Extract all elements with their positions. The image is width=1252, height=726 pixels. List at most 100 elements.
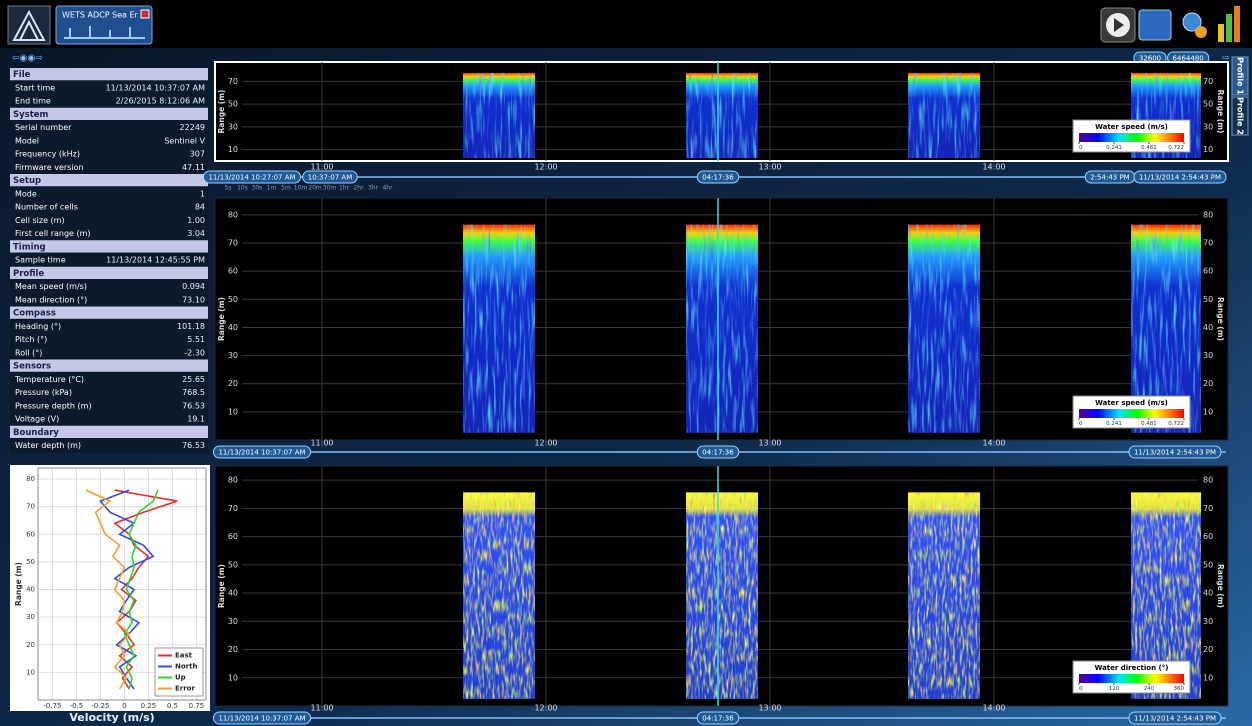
- y-tick-label: 30: [26, 613, 35, 621]
- y-axis-label: Range (m): [217, 564, 226, 608]
- pill-label: 11/13/2014 2:54:43 PM: [1134, 715, 1216, 723]
- tab-close[interactable]: [141, 10, 149, 18]
- y-tick-label-right: 50: [1203, 295, 1213, 304]
- colorbar-tick-label: 0.241: [1106, 421, 1122, 427]
- legend-label: Up: [175, 674, 186, 682]
- pill-label: 04:17:36: [702, 449, 734, 457]
- field-label: Start time: [15, 83, 55, 92]
- time-pill[interactable]: 11/13/2014 10:27:07 AM: [203, 171, 300, 183]
- time-pill[interactable]: 10:37:07 AM: [303, 171, 358, 183]
- field-label: Frequency (kHz): [15, 150, 80, 159]
- time-pill[interactable]: 11/13/2014 2:54:43 PM: [1134, 171, 1226, 183]
- app-window: WETS ADCP Sea Er ⇦◉◉⇨ Profile 1 Profile 2…: [0, 0, 1252, 726]
- zoom-level[interactable]: 1hr: [339, 185, 350, 192]
- time-pill[interactable]: 04:17:36: [697, 712, 738, 724]
- field-value: 2/26/2015 8:12:06 AM: [116, 97, 205, 106]
- nav-arrows[interactable]: ⇦◉◉⇨: [12, 54, 43, 64]
- y-tick-label: 60: [228, 267, 238, 276]
- zoom-level[interactable]: 5s: [225, 185, 232, 192]
- zoom-level[interactable]: 30m: [323, 185, 337, 192]
- legend-label: North: [175, 663, 197, 671]
- stats-bar: [1234, 6, 1240, 42]
- y-tick-label: 60: [228, 532, 238, 541]
- field-value: 3.04: [187, 229, 205, 238]
- section-title: Timing: [13, 242, 46, 252]
- field-label: Heading (°): [15, 322, 61, 331]
- field-value: 101.18: [177, 322, 205, 331]
- stats-bar: [1226, 14, 1232, 42]
- zoom-level[interactable]: 10s: [237, 185, 248, 192]
- export-button[interactable]: [1139, 10, 1171, 40]
- section-title: File: [13, 70, 31, 80]
- document-tab[interactable]: WETS ADCP Sea Er: [56, 6, 152, 44]
- y-tick-label: 50: [228, 295, 238, 304]
- y-axis-label: Range (m): [217, 297, 226, 341]
- zoom-level[interactable]: 5m: [281, 185, 291, 192]
- y-tick-label: 40: [26, 586, 35, 594]
- time-pill[interactable]: 04:17:36: [697, 171, 738, 183]
- zoom-level[interactable]: 20m: [308, 185, 322, 192]
- field-value: 11/13/2014 12:45:55 PM: [106, 256, 205, 265]
- colorbar-tick-label: 240: [1144, 686, 1155, 692]
- field-label: Pressure depth (m): [15, 401, 92, 410]
- top-bar: [0, 0, 1252, 48]
- zoom-level[interactable]: 1m: [267, 185, 277, 192]
- y-tick-label-right: 30: [1203, 351, 1213, 360]
- y-tick-label: 80: [26, 475, 35, 483]
- profile-tab-label[interactable]: Profile 2: [1236, 97, 1245, 135]
- zoom-level[interactable]: 3hr: [368, 185, 379, 192]
- y-tick-label: 10: [228, 145, 238, 154]
- time-pill[interactable]: 11/13/2014 10:37:07 AM: [213, 712, 310, 724]
- settings-gear: [1195, 26, 1207, 38]
- y-tick-label-right: 30: [1203, 617, 1213, 626]
- profile-texture: [686, 73, 758, 158]
- colorbar-title: Water speed (m/s): [1095, 123, 1168, 131]
- y-axis-label-right: Range (m): [1216, 564, 1225, 608]
- zoom-level[interactable]: 4hr: [382, 185, 393, 192]
- profile-texture: [686, 225, 758, 433]
- time-pill[interactable]: 11/13/2014 2:54:43 PM: [1129, 446, 1221, 458]
- y-tick-label-right: 70: [1203, 504, 1213, 513]
- nav-glyph: ⇦◉◉⇨: [12, 54, 43, 64]
- x-tick-label: -0.25: [91, 702, 109, 710]
- x-tick-label: 11:00: [310, 439, 333, 448]
- section-title: Setup: [13, 176, 41, 186]
- zoom-level[interactable]: 2hr: [353, 185, 364, 192]
- y-tick-label: 70: [228, 77, 238, 86]
- logo[interactable]: [8, 6, 50, 44]
- y-tick-label: 50: [26, 558, 35, 566]
- field-value: 25.65: [182, 375, 205, 384]
- field-label: Roll (°): [15, 348, 42, 357]
- colorbar-title: Water speed (m/s): [1095, 399, 1168, 407]
- pill-label: 10:37:07 AM: [308, 174, 353, 182]
- y-tick-label: 30: [228, 122, 238, 131]
- field-value: 73.10: [182, 295, 205, 304]
- y-axis-label-right: Range (m): [1216, 297, 1225, 341]
- profile-texture: [463, 73, 535, 158]
- stats-bar[interactable]: [1218, 24, 1224, 42]
- zoom-level[interactable]: 30s: [252, 185, 263, 192]
- time-pill[interactable]: 11/13/2014 2:54:43 PM: [1129, 712, 1221, 724]
- colorbar-tick-label: 360: [1174, 686, 1185, 692]
- field-label: Sample time: [15, 256, 66, 265]
- time-pill[interactable]: 04:17:36: [697, 446, 738, 458]
- field-label: Mean speed (m/s): [15, 282, 87, 291]
- y-tick-label: 10: [26, 668, 35, 676]
- x-tick-label: 11:00: [310, 704, 333, 713]
- time-pill[interactable]: 2:54:43 PM: [1085, 171, 1134, 183]
- pill-label: 2:54:43 PM: [1090, 174, 1129, 182]
- pill-label: 11/13/2014 2:54:43 PM: [1134, 449, 1216, 457]
- y-tick-label: 10: [228, 673, 238, 682]
- field-label: Number of cells: [15, 203, 78, 212]
- field-label: Pressure (kPa): [15, 388, 72, 397]
- y-tick-label: 70: [228, 239, 238, 248]
- zoom-level[interactable]: 10m: [294, 185, 308, 192]
- y-tick-label: 30: [228, 617, 238, 626]
- colorbar-tick-label: 0.481: [1141, 145, 1157, 151]
- x-tick-label: 14:00: [982, 439, 1005, 448]
- legend-label: Error: [175, 685, 195, 693]
- time-pill[interactable]: 11/13/2014 10:37:07 AM: [213, 446, 310, 458]
- pill-label: 11/13/2014 10:27:07 AM: [208, 174, 295, 182]
- profile-tab-label[interactable]: Profile 1: [1236, 57, 1245, 95]
- field-label: Model: [15, 136, 39, 145]
